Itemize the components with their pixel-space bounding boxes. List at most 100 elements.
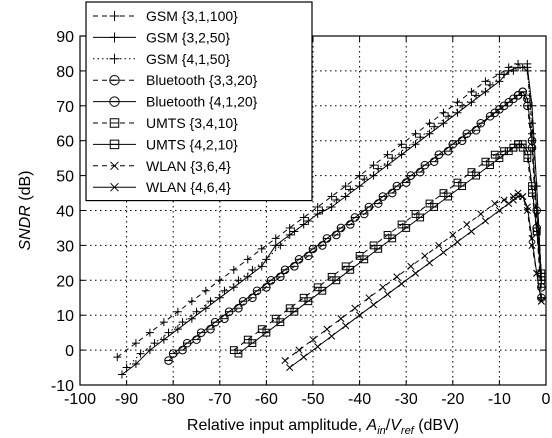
data-point (359, 209, 369, 219)
data-point (262, 328, 271, 337)
data-point (173, 325, 182, 334)
data-point (248, 339, 257, 348)
data-point (332, 196, 341, 205)
data-point (430, 203, 439, 211)
legend-label: Bluetooth {4,1,20} (146, 94, 258, 110)
data-point (439, 108, 448, 117)
data-point (178, 318, 187, 327)
data-point (336, 223, 346, 233)
data-point (304, 297, 313, 306)
legend-label: GSM {4,1,50} (146, 51, 230, 67)
data-point (425, 129, 434, 138)
x-tick-label: -60 (255, 391, 278, 408)
x-axis-title: Relative input amplitude, Ain/Vref (dBV) (187, 417, 459, 437)
data-point (360, 175, 369, 184)
data-point (318, 286, 327, 295)
data-point (290, 262, 299, 271)
data-point (192, 335, 201, 344)
legend-label: UMTS {4,2,10} (146, 136, 238, 152)
data-point (453, 108, 462, 117)
series-line (289, 196, 542, 368)
x-tick-label: -70 (208, 391, 231, 408)
data-point (131, 360, 140, 369)
legend-label: UMTS {3,4,10} (146, 115, 238, 131)
data-point (458, 101, 467, 110)
x-tick-label: -90 (115, 391, 138, 408)
data-point (523, 203, 531, 211)
data-point (164, 328, 173, 337)
legend-entry: GSM {4,1,50} (93, 51, 230, 67)
x-tick-label: -10 (488, 391, 511, 408)
data-point (150, 339, 159, 348)
data-point (178, 345, 187, 355)
data-point (500, 70, 509, 79)
data-point (234, 349, 243, 358)
tick-labels: -100 -90 -80 -70 -60 -50 -40 -30 -20 -10 0-1001020… (51, 29, 551, 408)
data-point (383, 150, 392, 159)
data-point (401, 178, 411, 187)
data-point (300, 353, 308, 361)
data-point (435, 241, 443, 249)
data-point (388, 234, 397, 243)
legend-entry: WLAN {3,6,4} (93, 158, 231, 174)
data-point (528, 182, 536, 190)
data-point (276, 318, 285, 327)
data-point (528, 234, 536, 242)
legend-label: GSM {3,2,50} (146, 29, 230, 45)
data-point (145, 346, 154, 355)
data-point (327, 203, 336, 212)
data-point (345, 220, 355, 229)
data-point (276, 272, 285, 282)
data-point (509, 66, 518, 75)
series-line (233, 143, 542, 351)
data-point (314, 343, 322, 351)
legend-entry: UMTS {3,4,10} (93, 115, 238, 131)
data-point (299, 220, 308, 229)
data-point (393, 273, 401, 281)
series-6 (234, 140, 546, 358)
grid (80, 36, 546, 385)
data-point (370, 301, 378, 309)
data-point (168, 349, 178, 358)
data-point (472, 91, 481, 100)
legend-entry: GSM {3,1,100} (93, 8, 238, 24)
y-tick-label: 70 (56, 99, 74, 116)
data-point (402, 224, 411, 232)
data-point (196, 328, 206, 337)
data-point (356, 311, 364, 319)
data-point (518, 140, 527, 149)
data-point (500, 196, 508, 204)
x-tick-label: 0 (542, 391, 551, 408)
data-point (411, 269, 420, 277)
data-point (285, 230, 294, 239)
data-point (519, 192, 527, 201)
data-point (439, 248, 448, 256)
data-point (514, 189, 522, 197)
legend-marker (109, 96, 120, 107)
data-point (518, 63, 527, 72)
data-point (388, 154, 397, 163)
data-point (448, 139, 458, 149)
data-point (458, 182, 467, 190)
data-point (421, 252, 429, 260)
data-point (304, 216, 313, 225)
data-point (373, 199, 383, 208)
data-point (182, 338, 192, 348)
data-point (220, 314, 229, 323)
legend-marker (110, 161, 119, 171)
data-point (313, 203, 322, 212)
y-tick-label: 20 (56, 273, 74, 290)
data-point (304, 251, 313, 261)
legend-entry: WLAN {4,6,4} (93, 179, 231, 195)
legend-entry: UMTS {4,2,10} (93, 136, 238, 152)
x-tick-label: -100 (64, 391, 96, 408)
data-point (355, 182, 364, 191)
data-point (477, 210, 485, 218)
data-point (425, 119, 434, 128)
data-point (145, 328, 154, 337)
data-point (518, 87, 528, 97)
legend-label: WLAN {3,6,4} (146, 158, 231, 174)
data-point (309, 336, 317, 344)
data-point (351, 304, 359, 312)
data-point (411, 129, 420, 138)
